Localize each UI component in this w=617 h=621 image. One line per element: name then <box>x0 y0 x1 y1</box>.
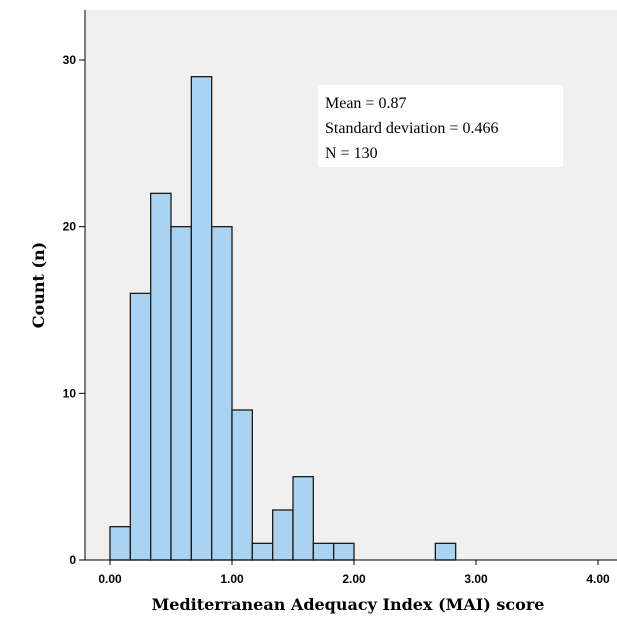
histogram-bar <box>434 542 457 561</box>
histogram-bar <box>272 509 294 561</box>
histogram-bar <box>190 76 213 561</box>
y-tick-label: 20 <box>63 220 77 234</box>
histogram-bar <box>109 526 131 561</box>
x-tick-label: 1.00 <box>220 572 244 586</box>
histogram-bar <box>211 226 233 561</box>
y-axis-title: Count (n) <box>29 242 48 328</box>
stats-box <box>318 85 563 167</box>
histogram-bar <box>150 192 172 561</box>
x-ticks-group: 0.00 1.00 2.00 3.00 4.00 <box>98 560 610 586</box>
x-tick-label: 2.00 <box>342 572 366 586</box>
histogram-bar <box>170 226 192 561</box>
stat-n: N = 130 <box>325 145 378 162</box>
x-tick-label: 3.00 <box>464 572 488 586</box>
y-tick-label: 10 <box>63 386 77 400</box>
y-ticks-group: 0 10 20 30 <box>63 53 85 567</box>
stat-mean: Mean = 0.87 <box>325 95 406 112</box>
y-tick-label: 0 <box>69 553 76 567</box>
histogram-bar <box>292 476 314 561</box>
histogram-bar <box>251 542 274 561</box>
y-tick-label: 30 <box>63 53 77 67</box>
histogram-bar <box>231 409 253 561</box>
x-tick-label: 4.00 <box>586 572 610 586</box>
bars-group <box>109 76 457 561</box>
stat-sd: Standard deviation = 0.466 <box>325 120 498 137</box>
histogram-bar <box>312 542 335 561</box>
x-axis-title: Mediterranean Adequacy Index (MAI) score <box>152 595 545 614</box>
histogram-bar <box>333 542 355 561</box>
x-tick-label: 0.00 <box>98 572 122 586</box>
histogram-bar <box>129 292 152 561</box>
